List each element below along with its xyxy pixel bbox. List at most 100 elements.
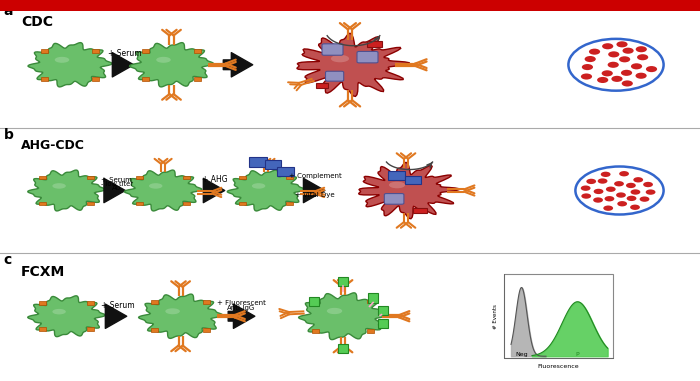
Bar <box>203 328 210 332</box>
Text: a: a <box>4 4 13 18</box>
Circle shape <box>631 63 642 69</box>
Text: # Events: # Events <box>493 304 498 329</box>
Polygon shape <box>125 170 202 211</box>
Bar <box>151 328 158 332</box>
FancyBboxPatch shape <box>384 194 404 204</box>
Circle shape <box>636 73 647 79</box>
Bar <box>265 160 281 169</box>
Bar <box>39 202 46 205</box>
Circle shape <box>626 183 636 188</box>
Circle shape <box>568 39 664 91</box>
Text: + Serum: + Serum <box>108 49 141 58</box>
Bar <box>41 77 48 81</box>
Text: Anti-IgG: Anti-IgG <box>228 304 256 311</box>
Ellipse shape <box>165 308 180 314</box>
Bar <box>41 49 48 53</box>
Circle shape <box>581 186 591 191</box>
Bar <box>92 49 99 53</box>
Bar <box>136 202 143 205</box>
Ellipse shape <box>55 57 69 63</box>
Polygon shape <box>28 296 105 337</box>
Circle shape <box>608 51 620 58</box>
FancyBboxPatch shape <box>326 71 344 81</box>
Bar <box>194 49 201 53</box>
Bar <box>309 297 318 306</box>
Bar <box>413 208 427 213</box>
Circle shape <box>634 177 643 182</box>
Ellipse shape <box>149 183 162 189</box>
Polygon shape <box>297 33 410 96</box>
Text: + Serum: + Serum <box>101 301 134 310</box>
Text: + AHG: + AHG <box>202 175 228 184</box>
Bar <box>183 176 190 179</box>
FancyBboxPatch shape <box>322 44 343 55</box>
Circle shape <box>605 196 615 202</box>
Bar <box>87 327 94 331</box>
Circle shape <box>581 74 592 80</box>
Circle shape <box>589 49 600 55</box>
Circle shape <box>575 166 664 215</box>
Text: - low titer: - low titer <box>101 181 133 187</box>
Bar <box>239 202 246 205</box>
Bar <box>378 306 388 315</box>
Text: Ab: Ab <box>112 185 122 191</box>
Bar <box>39 301 46 305</box>
Ellipse shape <box>52 183 66 189</box>
Bar <box>248 157 267 167</box>
Bar <box>312 299 319 303</box>
Polygon shape <box>358 162 459 219</box>
Text: + Serum: + Serum <box>102 177 132 183</box>
Circle shape <box>587 179 596 184</box>
Text: CDC: CDC <box>21 15 53 29</box>
Circle shape <box>603 205 613 211</box>
Circle shape <box>643 182 653 187</box>
Bar <box>286 202 293 205</box>
Bar <box>203 300 210 304</box>
Circle shape <box>597 77 608 83</box>
Bar <box>87 202 94 205</box>
Ellipse shape <box>331 55 349 62</box>
Bar <box>312 329 319 333</box>
Bar <box>87 176 94 179</box>
Polygon shape <box>139 294 223 338</box>
Bar <box>39 176 46 179</box>
Ellipse shape <box>156 57 171 63</box>
Text: AHG-CDC: AHG-CDC <box>21 139 85 152</box>
Bar <box>367 41 382 47</box>
Circle shape <box>622 48 634 54</box>
Bar <box>39 327 46 331</box>
Circle shape <box>601 70 612 76</box>
Circle shape <box>622 80 633 86</box>
Circle shape <box>606 187 616 192</box>
Circle shape <box>582 64 593 70</box>
Circle shape <box>645 189 655 195</box>
Bar <box>142 77 149 81</box>
Bar <box>504 274 612 358</box>
Polygon shape <box>28 170 105 211</box>
Circle shape <box>611 76 622 82</box>
Circle shape <box>630 205 640 210</box>
Bar <box>378 319 388 328</box>
Text: FCXM: FCXM <box>21 265 65 279</box>
Text: + Complement: + Complement <box>288 173 342 179</box>
Circle shape <box>636 46 647 52</box>
Ellipse shape <box>252 183 265 189</box>
Circle shape <box>598 178 608 184</box>
Circle shape <box>601 172 610 177</box>
Text: c: c <box>4 253 12 267</box>
Polygon shape <box>130 43 214 87</box>
Circle shape <box>617 41 628 47</box>
Circle shape <box>614 181 624 186</box>
Circle shape <box>594 189 603 194</box>
Bar <box>367 329 374 333</box>
Text: P: P <box>575 352 580 357</box>
Bar <box>151 300 158 304</box>
Bar <box>367 299 374 303</box>
Bar <box>286 176 293 179</box>
FancyBboxPatch shape <box>357 51 378 63</box>
Bar <box>0 0 700 11</box>
Circle shape <box>646 66 657 72</box>
Circle shape <box>584 56 596 62</box>
Polygon shape <box>228 170 304 211</box>
Circle shape <box>620 171 629 176</box>
